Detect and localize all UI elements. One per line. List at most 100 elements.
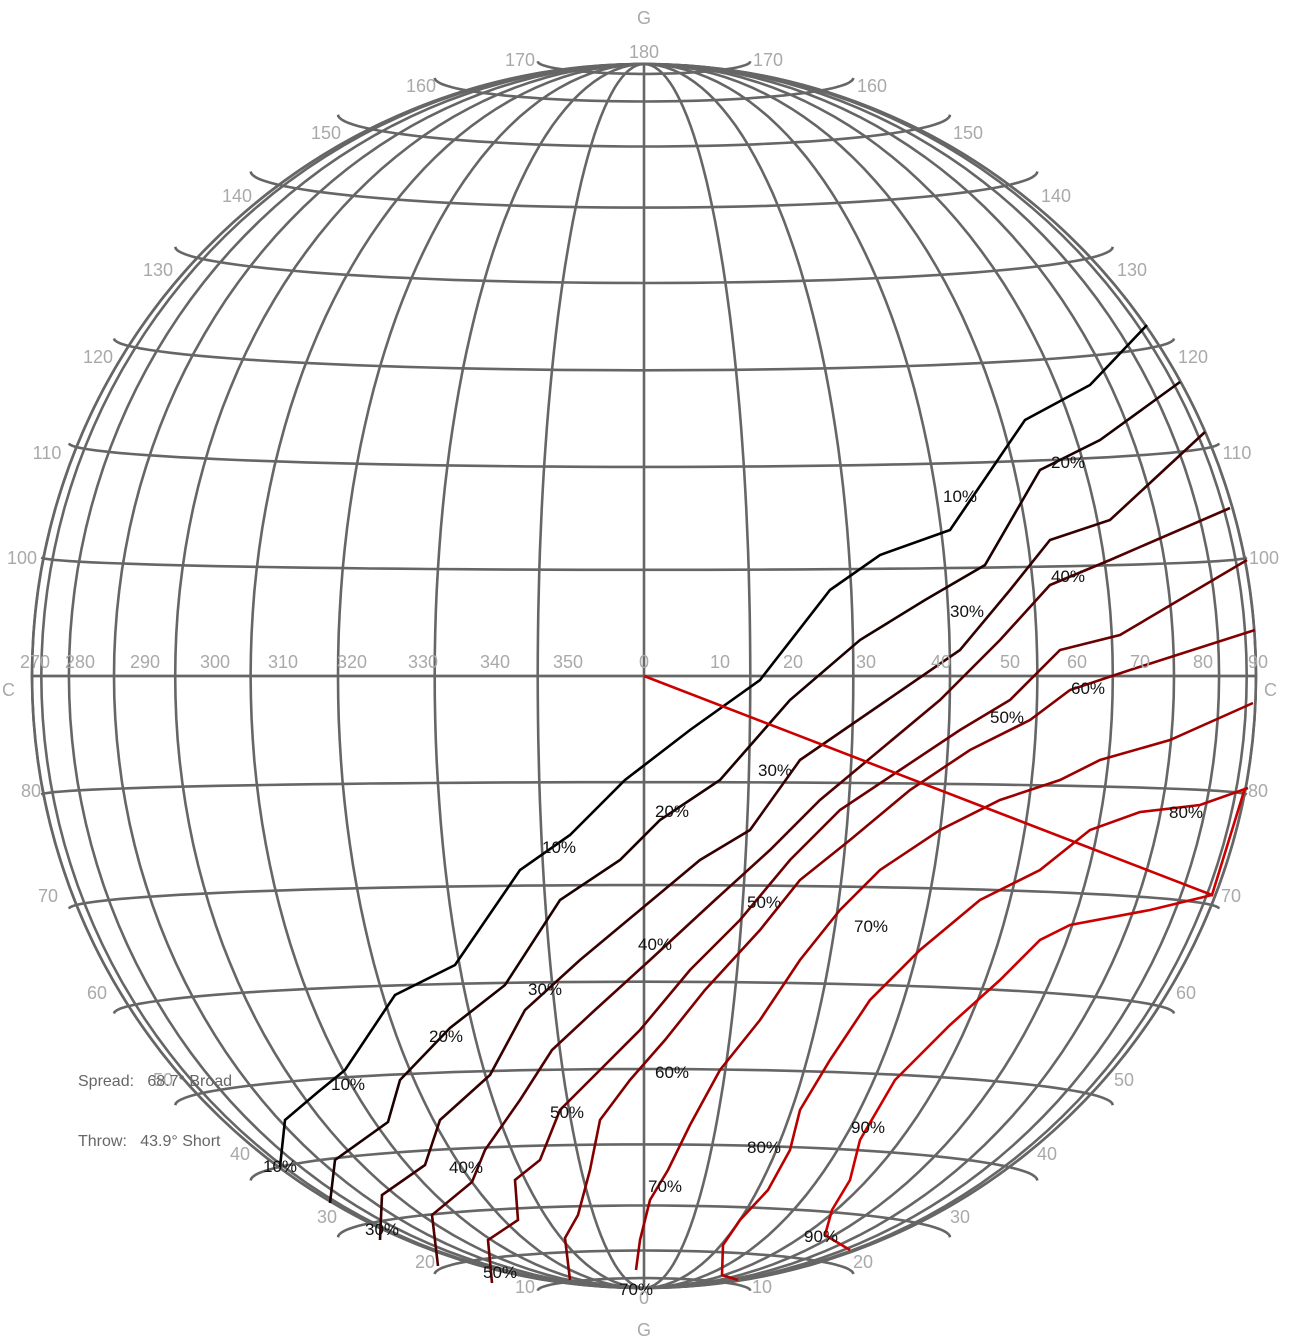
equator-angle-label: 10	[710, 652, 730, 672]
rim-angle-label: 130	[143, 260, 173, 280]
rim-angle-label: 120	[83, 347, 113, 367]
contour-level-label: 30%	[950, 602, 984, 621]
throw-info: Throw: 43.9° Short	[78, 1133, 220, 1151]
rim-angle-label: 140	[1041, 186, 1071, 206]
contour-level-label: 60%	[1071, 679, 1105, 698]
contour-level-label: 70%	[648, 1177, 682, 1196]
contour-level-label: 80%	[747, 1138, 781, 1157]
axis-letter-right: C	[1264, 680, 1277, 700]
contour-level-label: 20%	[1051, 453, 1085, 472]
rim-angle-label: 170	[753, 50, 783, 70]
intensity-contours	[278, 324, 1256, 1284]
contour-level-label: 90%	[851, 1118, 885, 1137]
contour-level-label: 20%	[655, 802, 689, 821]
contour-level-label: 40%	[1051, 567, 1085, 586]
rim-angle-label: 20	[853, 1252, 873, 1272]
parallel-line	[336, 114, 952, 148]
contour-level-label: 30%	[758, 761, 792, 780]
rim-angle-label: 50	[153, 1070, 173, 1090]
rim-angle-label: 30	[950, 1207, 970, 1227]
parallel-line	[336, 1204, 952, 1238]
contour-level-label: 10%	[331, 1075, 365, 1094]
rim-angle-label: 150	[311, 123, 341, 143]
spread-info: Spread: 68.7° Broad	[78, 1073, 232, 1091]
contour-level-label: 10%	[943, 487, 977, 506]
rim-angle-label: 20	[415, 1252, 435, 1272]
parallel-line	[67, 883, 1221, 910]
contour-line	[430, 506, 1231, 1267]
rim-angle-label: 60	[87, 983, 107, 1003]
equator-angle-label: 280	[65, 652, 95, 672]
contour-level-label: 50%	[483, 1263, 517, 1282]
parallel-line	[433, 77, 855, 103]
parallel-line	[249, 1143, 1039, 1181]
parallel-line	[433, 1249, 855, 1275]
contour-level-label: 50%	[747, 893, 781, 912]
rim-angle-label: 50	[1114, 1070, 1134, 1090]
spread-label: Spread:	[78, 1073, 135, 1090]
equator-angle-label: 350	[553, 652, 583, 672]
spread-value: 68.7° Broad	[147, 1073, 233, 1090]
equator-angle-label: 50	[1000, 652, 1020, 672]
equator-angle-label: 300	[200, 652, 230, 672]
rim-angle-label: 10	[752, 1277, 772, 1297]
contour-level-label: 70%	[854, 917, 888, 936]
parallel-line	[112, 338, 1176, 372]
rim-angle-label: 70	[1221, 886, 1241, 906]
rim-angle-label: 70	[38, 886, 58, 906]
contour-line	[823, 893, 1213, 1252]
rim-angle-label: 140	[222, 186, 252, 206]
equator-angle-label: 70	[1130, 652, 1150, 672]
rim-angle-label: 40	[1037, 1144, 1057, 1164]
rim-angle-label: 60	[1176, 983, 1196, 1003]
contour-line	[328, 380, 1181, 1204]
axis-letter-left: C	[2, 680, 15, 700]
rim-angle-label: 30	[317, 1207, 337, 1227]
parallel-line	[173, 246, 1115, 285]
rim-angle-label: 10	[515, 1277, 535, 1297]
contour-level-label: 30%	[365, 1220, 399, 1239]
rim-angle-label: 110	[33, 443, 62, 463]
contour-level-label: 10%	[542, 838, 576, 857]
contour-level-label: 80%	[1169, 803, 1203, 822]
contour-level-label: 60%	[655, 1063, 689, 1082]
rim-angle-label: 80	[1248, 781, 1268, 801]
contour-level-label: 10%	[263, 1157, 297, 1176]
contour-level-label: 40%	[638, 935, 672, 954]
parallel-line	[40, 780, 1248, 796]
beam-line	[643, 674, 1247, 897]
equator-angle-label: 30	[856, 652, 876, 672]
rim-angle-label: 0	[639, 1288, 649, 1308]
contour-level-label: 30%	[528, 980, 562, 999]
parallel-line	[249, 171, 1039, 209]
contour-labels: 10% 10% 10% 10% 20% 20% 20% 30% 30% 30% 30% 40% 40% 4…	[263, 453, 1203, 1299]
equator-angle-label: 90	[1248, 652, 1268, 672]
contour-level-label: 90%	[804, 1227, 838, 1246]
contour-line	[378, 431, 1206, 1241]
equator-angle-label: 60	[1067, 652, 1087, 672]
axis-letter-bottom: G	[637, 1320, 651, 1340]
contour-level-label: 40%	[449, 1158, 483, 1177]
rim-angle-label: 100	[7, 548, 37, 568]
equator-angle-label: 320	[337, 652, 367, 672]
contour-line	[634, 701, 1254, 1271]
rim-angle-label: 80	[21, 781, 41, 801]
contour-line	[563, 628, 1256, 1281]
rim-angle-label: 170	[505, 50, 535, 70]
equator-angle-label: 290	[130, 652, 160, 672]
rim-angle-label: 130	[1117, 260, 1147, 280]
axis-letter-top: G	[637, 8, 651, 28]
rim-angle-label: 150	[953, 123, 983, 143]
rim-angle-label: 40	[230, 1144, 250, 1164]
parallel-line	[112, 980, 1176, 1014]
equator-angle-label: 310	[268, 652, 298, 672]
equator-angle-label: 20	[783, 652, 803, 672]
rim-angle-label: 120	[1178, 347, 1208, 367]
contour-line	[486, 558, 1248, 1284]
parallel-line	[536, 1276, 752, 1292]
equator-angle-label: 270	[20, 652, 50, 672]
parallel-line	[173, 1067, 1115, 1106]
rim-angle-label: 160	[406, 76, 436, 96]
contour-line	[278, 324, 1148, 1168]
